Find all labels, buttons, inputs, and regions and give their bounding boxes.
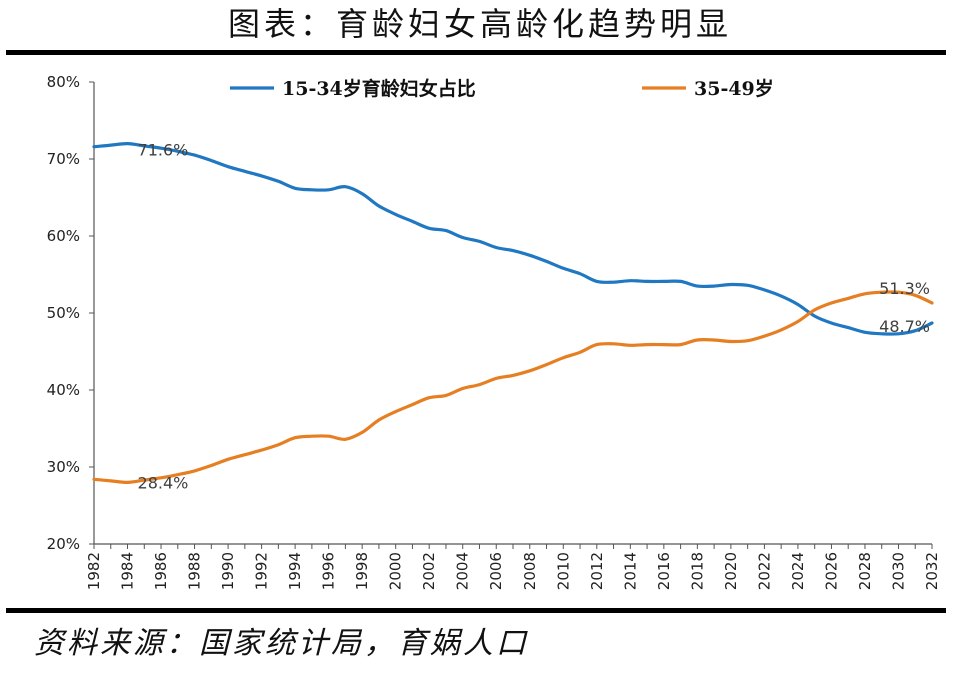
footer-rule [6, 608, 946, 613]
x-tick-label: 2002 [420, 552, 438, 590]
x-tick-label: 1994 [286, 552, 304, 590]
y-tick-label: 40% [47, 381, 80, 399]
series-line-0 [92, 141, 934, 336]
x-tick-label: 2012 [588, 552, 606, 590]
line-chart: 20% 30% 40% 50% 60% 70% 80% 1982 1984 1986 1988 199… [47, 73, 941, 590]
legend-label: 15-34岁育龄妇女占比 [282, 77, 476, 100]
series-line-1 [92, 290, 934, 485]
x-tick-label: 2014 [621, 552, 639, 590]
x-tick-label: 2000 [387, 552, 405, 590]
y-tick-label: 70% [47, 150, 80, 168]
x-tick-label: 1992 [253, 552, 271, 590]
x-tick-label: 2022 [755, 552, 773, 590]
title-rule [6, 50, 946, 55]
x-tick-label: 2020 [722, 552, 740, 590]
legend-label: 35-49岁 [694, 77, 774, 100]
x-tick-label: 2018 [688, 552, 706, 590]
y-tick-label: 20% [47, 535, 80, 553]
chart-data-labels: 71.6% 28.4% 51.3% 48.7% [138, 141, 930, 493]
y-tick-label: 30% [47, 458, 80, 476]
x-tick-label: 2004 [454, 552, 472, 590]
x-tick-label: 1990 [219, 552, 237, 590]
data-label: 28.4% [138, 473, 189, 492]
x-tick-label: 2008 [521, 552, 539, 590]
y-tick-label: 80% [47, 73, 80, 91]
x-tick-label: 2006 [487, 552, 505, 590]
x-tick-label: 2024 [789, 552, 807, 590]
x-tick-label: 2016 [655, 552, 673, 590]
x-tick-label: 2010 [554, 552, 572, 590]
x-tick-label: 2026 [822, 552, 840, 590]
x-tick-label: 1982 [85, 552, 103, 590]
chart-axes: 20% 30% 40% 50% 60% 70% 80% 1982 1984 1986 1988 199… [47, 73, 941, 590]
x-tick-label: 2032 [923, 552, 941, 590]
x-tick-label: 1986 [152, 552, 170, 590]
x-tick-label: 1988 [186, 552, 204, 590]
y-tick-label: 60% [47, 227, 80, 245]
x-tick-label: 2030 [889, 552, 907, 590]
y-tick-label: 50% [47, 304, 80, 322]
data-label: 71.6% [138, 141, 189, 160]
source-note: 资料来源：国家统计局，育娲人口 [34, 626, 529, 661]
data-label: 51.3% [879, 279, 930, 298]
chart-series-lines [92, 141, 934, 485]
x-tick-label: 1998 [353, 552, 371, 590]
data-label: 48.7% [879, 317, 930, 336]
chart-legend: 15-34岁育龄妇女占比 35-49岁 [230, 77, 774, 100]
page-title: 图表：育龄妇女高龄化趋势明显 [227, 5, 732, 43]
x-tick-label: 1996 [320, 552, 338, 590]
x-tick-label: 1984 [119, 552, 137, 590]
x-tick-label: 2028 [856, 552, 874, 590]
